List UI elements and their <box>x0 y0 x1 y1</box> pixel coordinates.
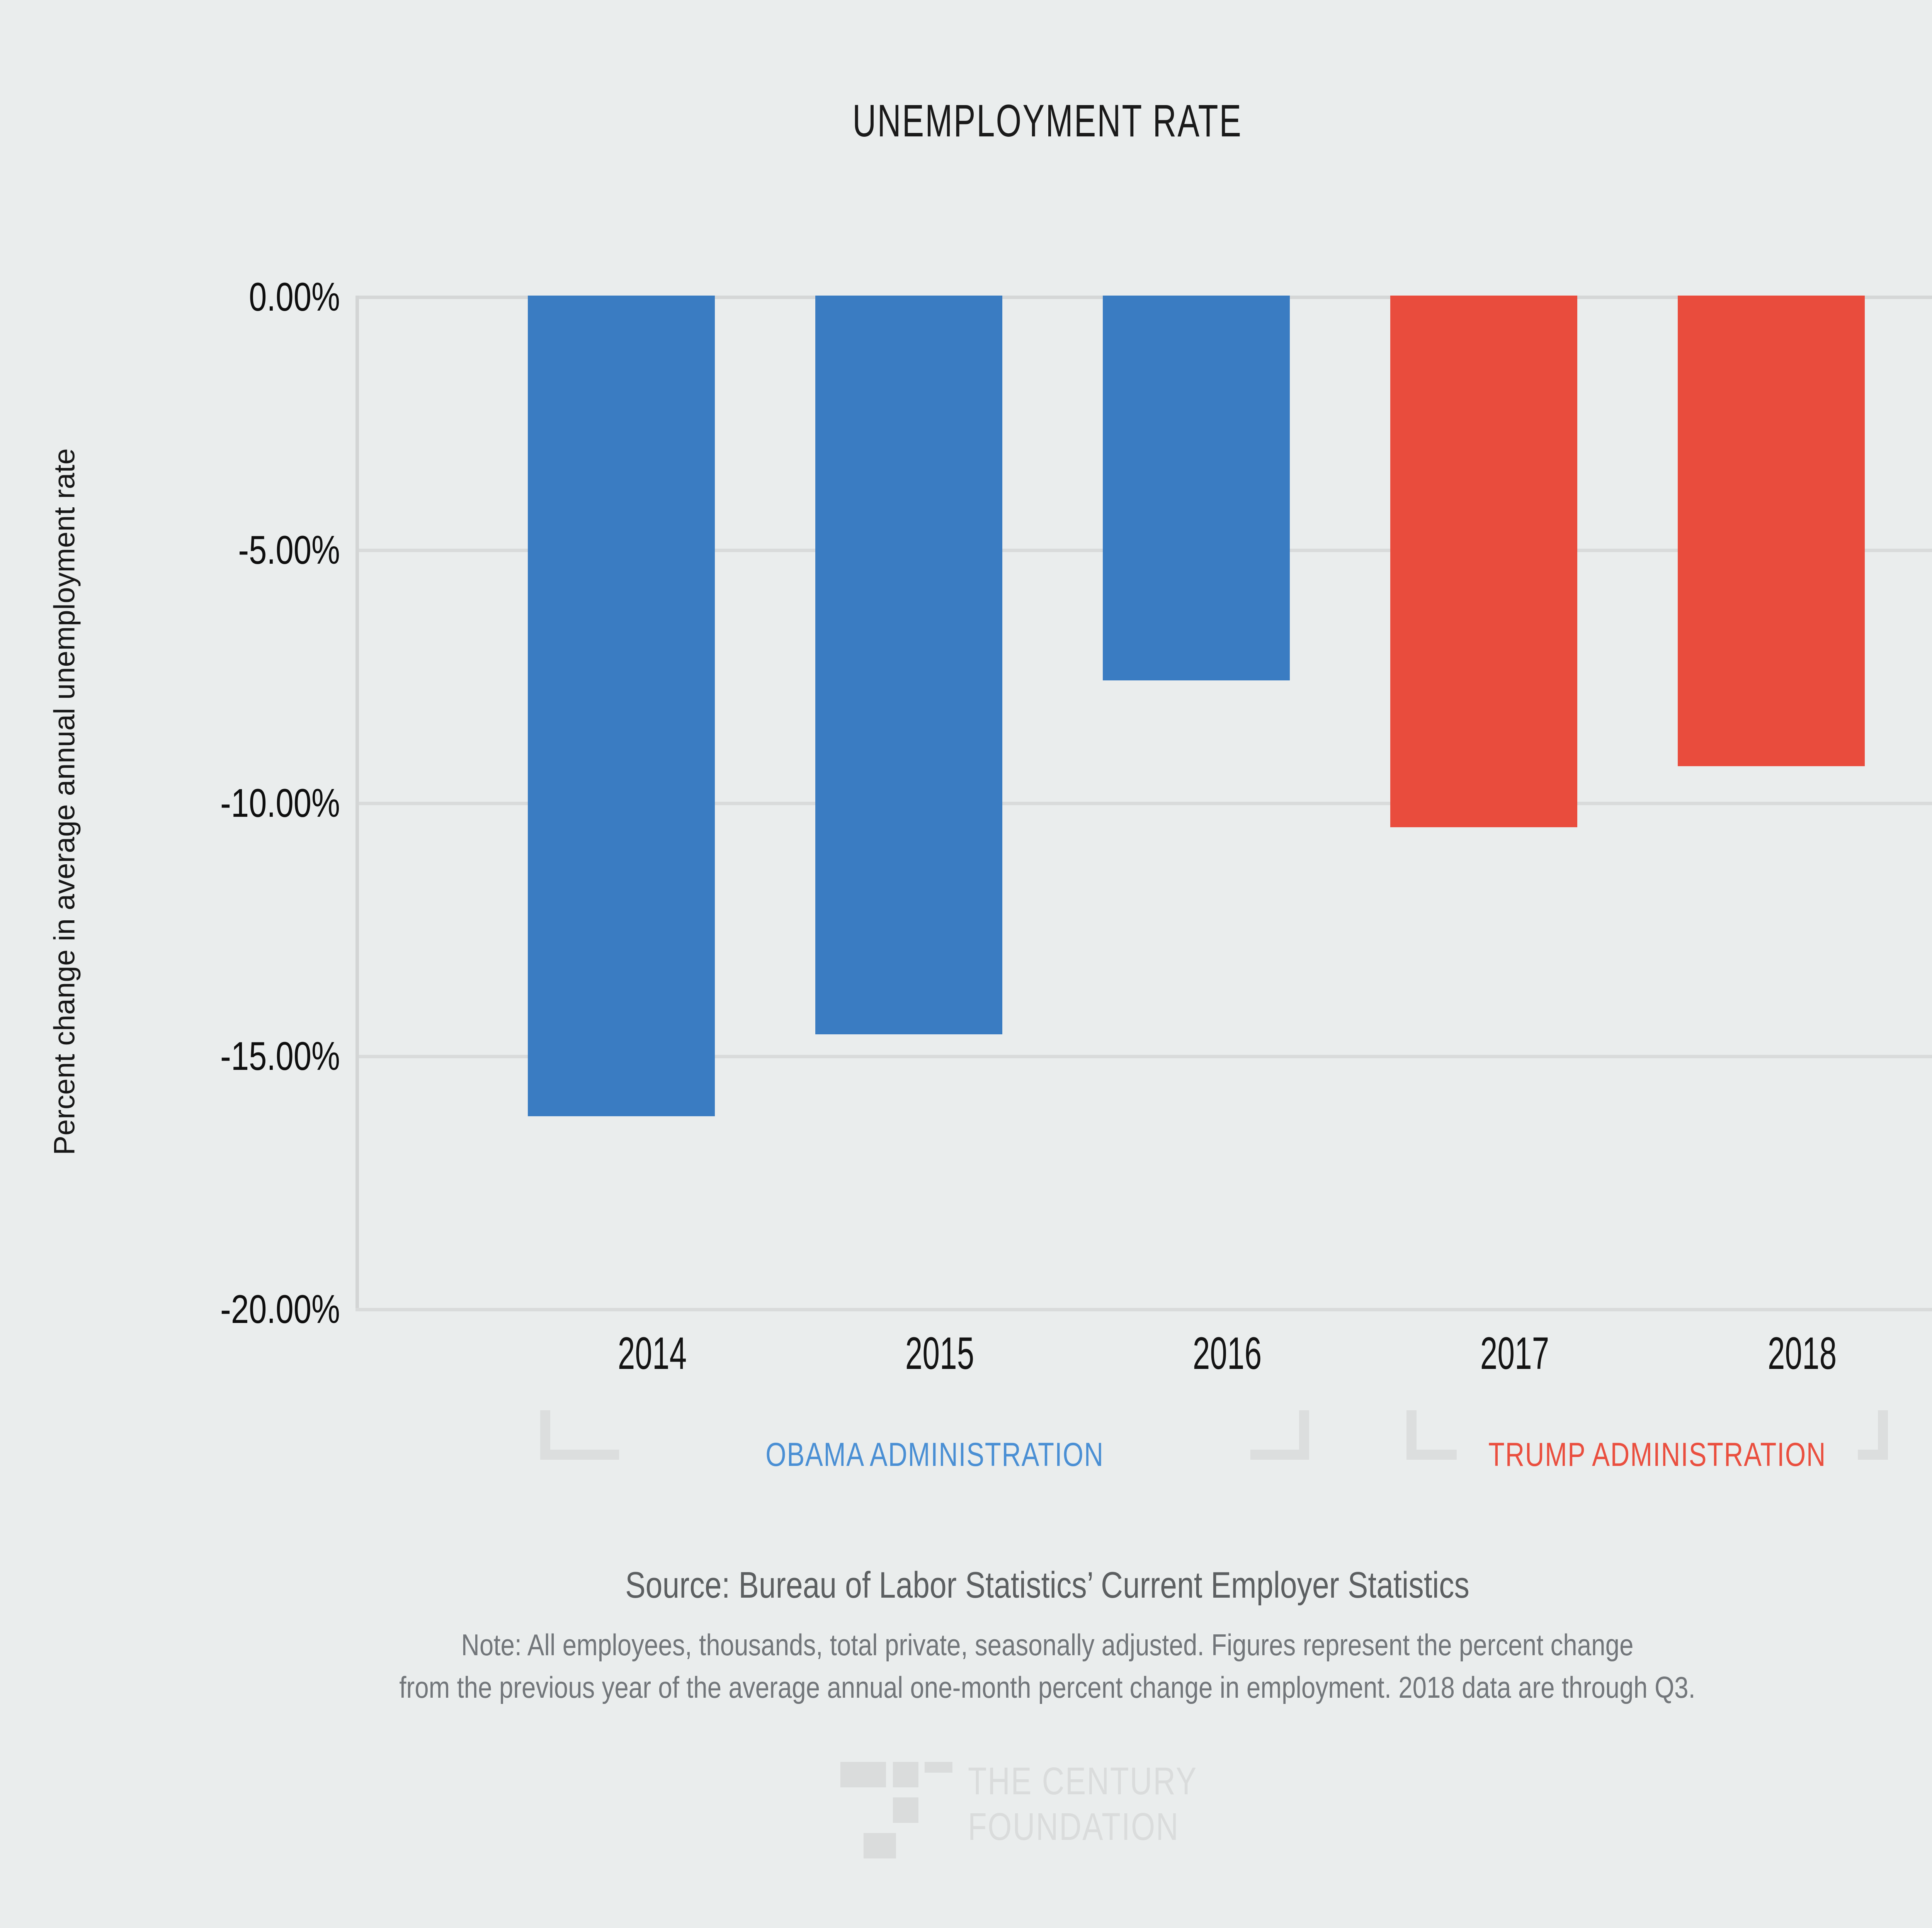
y-tick-label: -15.00% <box>220 1034 340 1079</box>
trump-administration-label: TRUMP ADMINISTRATION <box>1456 1436 1858 1474</box>
logo-line-2: FOUNDATION <box>968 1805 1179 1848</box>
y-tick-label: -5.00% <box>238 528 340 573</box>
x-tick-label-2016: 2016 <box>1192 1328 1262 1379</box>
methodology-note-line-2: from the previous year of the average an… <box>399 1670 1696 1704</box>
x-tick-label-2014: 2014 <box>617 1328 687 1379</box>
century-foundation-logomark-icon <box>840 1762 952 1858</box>
century-foundation-logo: THE CENTURY FOUNDATION <box>840 1762 1254 1858</box>
y-tick-label: 0.00% <box>249 275 340 320</box>
y-axis-title: Percent change in average annual unemplo… <box>43 296 86 1308</box>
y-axis-title-text: Percent change in average annual unemplo… <box>48 448 81 1155</box>
source-note: Source: Bureau of Labor Statistics’ Curr… <box>625 1564 1469 1606</box>
x-tick-label-2017: 2017 <box>1480 1328 1549 1379</box>
gridline-minus20 <box>355 1308 1932 1311</box>
bar-2017[interactable] <box>1390 296 1577 827</box>
page-title: UNEMPLOYMENT RATE <box>852 95 1242 146</box>
y-tick-label: -20.00% <box>220 1287 340 1332</box>
gridline-minus10 <box>355 802 1932 805</box>
bar-2014[interactable] <box>528 296 715 1116</box>
bar-2016[interactable] <box>1103 296 1290 680</box>
plot-area <box>355 296 1932 1311</box>
x-tick-label-2018: 2018 <box>1767 1328 1837 1379</box>
gridline-minus15 <box>355 1055 1932 1058</box>
y-axis-line <box>355 296 359 1308</box>
bar-2015[interactable] <box>815 296 1002 1034</box>
bar-2018[interactable] <box>1678 296 1865 766</box>
century-foundation-wordmark: THE CENTURY FOUNDATION <box>968 1762 1254 1846</box>
x-tick-label-2015: 2015 <box>905 1328 975 1379</box>
y-axis-tick-labels: 0.00% -5.00% -10.00% -15.00% -20.00% <box>166 275 340 1332</box>
methodology-note-line-1: Note: All employees, thousands, total pr… <box>461 1628 1634 1662</box>
logo-line-1: THE CENTURY <box>968 1760 1197 1803</box>
y-tick-label: -10.00% <box>220 781 340 826</box>
obama-administration-label: OBAMA ADMINISTRATION <box>619 1436 1250 1474</box>
